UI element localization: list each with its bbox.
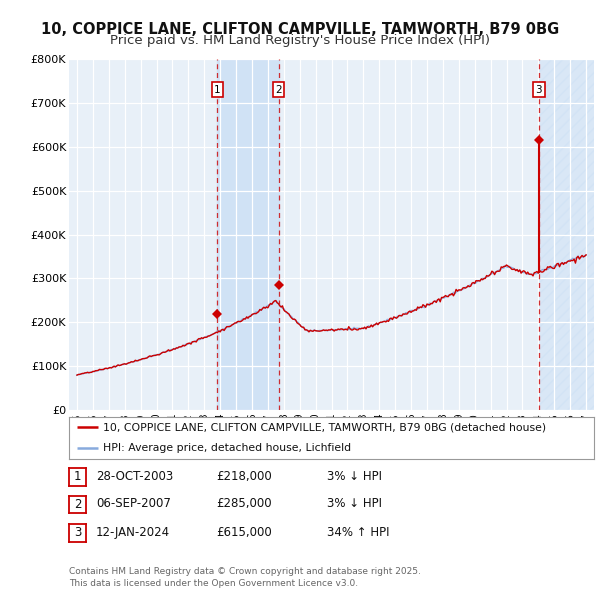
Text: HPI: Average price, detached house, Lichfield: HPI: Average price, detached house, Lich… [103, 444, 351, 453]
Text: 10, COPPICE LANE, CLIFTON CAMPVILLE, TAMWORTH, B79 0BG (detached house): 10, COPPICE LANE, CLIFTON CAMPVILLE, TAM… [103, 422, 546, 432]
Bar [539, 59, 594, 410]
Text: 10, COPPICE LANE, CLIFTON CAMPVILLE, TAMWORTH, B79 0BG: 10, COPPICE LANE, CLIFTON CAMPVILLE, TAM… [41, 22, 559, 37]
Text: 3% ↓ HPI: 3% ↓ HPI [327, 470, 382, 483]
Text: £218,000: £218,000 [216, 470, 272, 483]
Bar [217, 59, 278, 410]
Text: £285,000: £285,000 [216, 497, 272, 510]
Text: 1: 1 [74, 470, 81, 483]
Text: 28-OCT-2003: 28-OCT-2003 [96, 470, 173, 483]
Text: 2: 2 [275, 85, 282, 95]
Text: 2: 2 [74, 498, 81, 511]
Text: 3% ↓ HPI: 3% ↓ HPI [327, 497, 382, 510]
Text: 06-SEP-2007: 06-SEP-2007 [96, 497, 171, 510]
Text: 3: 3 [74, 526, 81, 539]
Text: 12-JAN-2024: 12-JAN-2024 [96, 526, 170, 539]
Text: Price paid vs. HM Land Registry's House Price Index (HPI): Price paid vs. HM Land Registry's House … [110, 34, 490, 47]
Text: 3: 3 [536, 85, 542, 95]
Text: £615,000: £615,000 [216, 526, 272, 539]
Text: 34% ↑ HPI: 34% ↑ HPI [327, 526, 389, 539]
Text: 1: 1 [214, 85, 221, 95]
Text: Contains HM Land Registry data © Crown copyright and database right 2025.
This d: Contains HM Land Registry data © Crown c… [69, 568, 421, 588]
